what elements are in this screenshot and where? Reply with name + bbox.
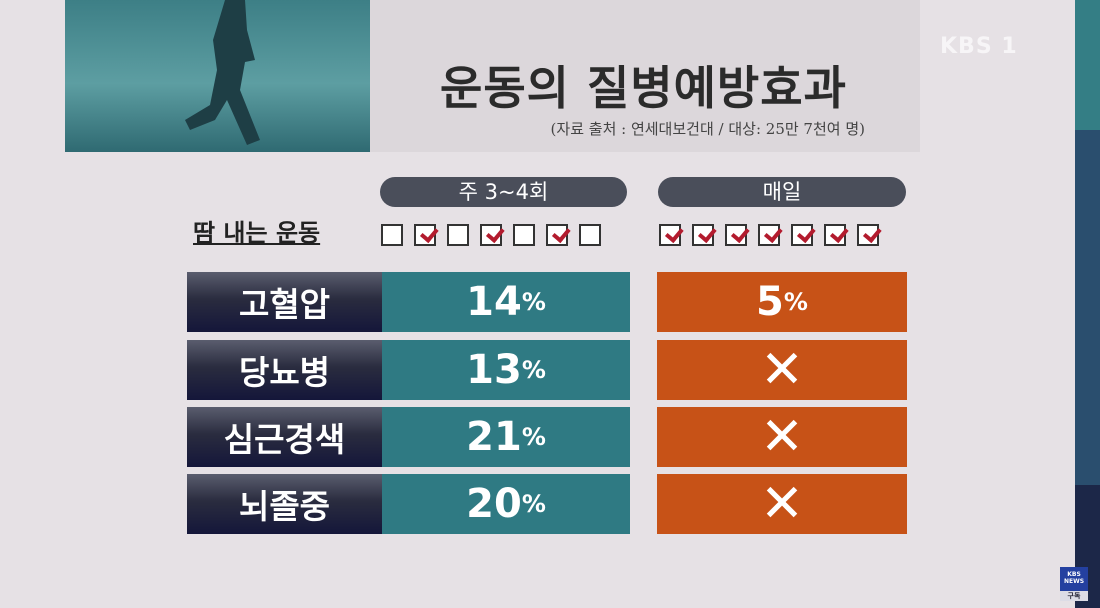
daily-value: ✕ (657, 407, 907, 467)
source-note: (자료 출처 : 연세대보건대 / 대상: 25만 7천여 명) (550, 120, 865, 138)
checked-box-icon (824, 224, 846, 246)
checked-box-icon (791, 224, 813, 246)
weekly-value: 20% (382, 474, 630, 534)
side-strip-teal (1075, 0, 1100, 130)
subscribe-badge[interactable]: KBS NEWS 구독 (1060, 567, 1088, 601)
percent-sign: % (521, 490, 546, 518)
runner-photo (65, 0, 370, 152)
table-row: 고혈압 14% 5% (187, 272, 907, 332)
percent-sign: % (783, 288, 808, 316)
checked-box-icon (758, 224, 780, 246)
weekly-value: 13% (382, 340, 630, 400)
broadcaster-logo: KBS 1 (940, 34, 1018, 59)
disease-label: 뇌졸중 (187, 474, 382, 534)
table-row: 뇌졸중 20% ✕ (187, 474, 907, 534)
empty-box-icon (513, 224, 535, 246)
title-panel: 운동의 질병예방효과 (자료 출처 : 연세대보건대 / 대상: 25만 7천여… (370, 0, 920, 152)
checked-box-icon (857, 224, 879, 246)
empty-box-icon (579, 224, 601, 246)
table-row: 당뇨병 13% ✕ (187, 340, 907, 400)
checked-box-icon (659, 224, 681, 246)
disease-label: 당뇨병 (187, 340, 382, 400)
empty-box-icon (381, 224, 403, 246)
checked-box-icon (692, 224, 714, 246)
weekly-number: 14 (466, 279, 522, 325)
runner-silhouette-icon (185, 0, 260, 145)
disease-label: 심근경색 (187, 407, 382, 467)
empty-box-icon (447, 224, 469, 246)
percent-sign: % (521, 288, 546, 316)
side-strip-blue (1075, 130, 1100, 485)
daily-value: ✕ (657, 340, 907, 400)
daily-checkboxes (659, 224, 879, 246)
badge-brand: KBS NEWS (1063, 571, 1085, 585)
page-title: 운동의 질병예방효과 (440, 61, 847, 115)
no-effect-icon: ✕ (760, 340, 804, 400)
row-header: 땀 내는 운동 (193, 219, 321, 247)
table-row: 심근경색 21% ✕ (187, 407, 907, 467)
checked-box-icon (480, 224, 502, 246)
weekly-checkboxes (381, 224, 601, 246)
no-effect-icon: ✕ (760, 474, 804, 534)
disease-label: 고혈압 (187, 272, 382, 332)
daily-value: ✕ (657, 474, 907, 534)
badge-label: 구독 (1060, 591, 1088, 601)
weekly-number: 13 (466, 347, 522, 393)
weekly-number: 20 (466, 481, 522, 527)
weekly-value: 21% (382, 407, 630, 467)
checked-box-icon (725, 224, 747, 246)
column-header-weekly: 주 3~4회 (380, 177, 627, 207)
percent-sign: % (521, 356, 546, 384)
checked-box-icon (414, 224, 436, 246)
daily-value: 5% (657, 272, 907, 332)
daily-number: 5 (756, 279, 784, 325)
checked-box-icon (546, 224, 568, 246)
no-effect-icon: ✕ (760, 407, 804, 467)
column-header-daily: 매일 (658, 177, 906, 207)
weekly-value: 14% (382, 272, 630, 332)
percent-sign: % (521, 423, 546, 451)
weekly-number: 21 (466, 414, 522, 460)
